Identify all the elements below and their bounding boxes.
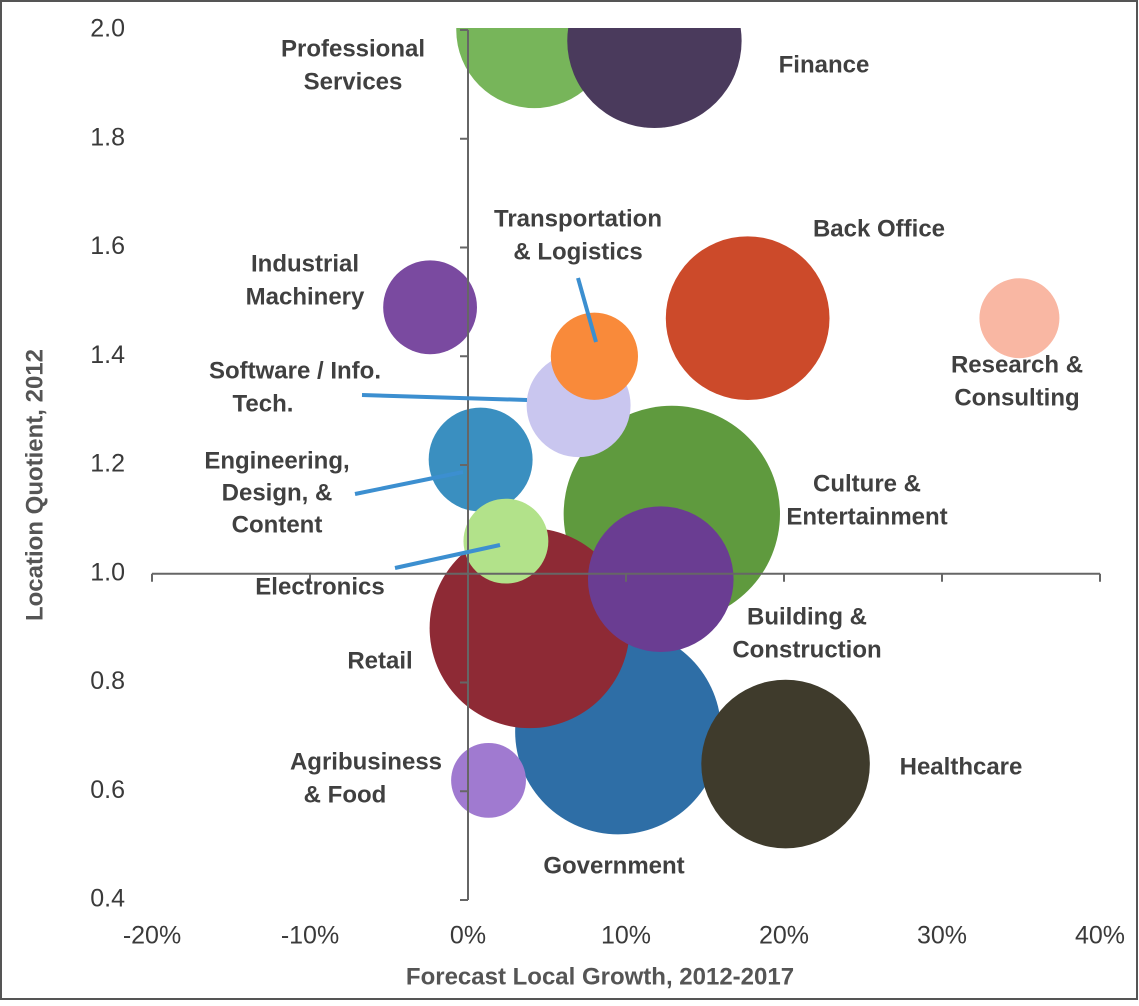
bubble [451,742,526,818]
bubble-label: Healthcare [900,753,1023,780]
y-tick-label: 1.8 [90,123,125,151]
x-tick-label: 0% [450,922,486,950]
bubble-label: Engineering, [204,447,349,474]
y-tick-label: 0.8 [90,667,125,695]
x-axis-title: Forecast Local Growth, 2012-2017 [406,963,794,990]
bubble-label: Services [304,68,403,95]
bubble [550,312,638,400]
bubbles [383,28,1060,849]
bubble-label: Tech. [233,390,294,417]
bubble-label: Back Office [813,215,945,242]
bubble-label: Finance [779,51,870,78]
x-tick-label: -20% [123,922,181,950]
y-tick-label: 1.2 [90,450,125,478]
bubble [428,407,533,512]
x-tick-label: 30% [917,922,967,950]
bubble [701,679,870,849]
bubble [665,236,830,401]
x-tick-label: 10% [601,922,651,950]
bubble-label: Electronics [255,573,384,600]
bubble-label: Government [543,852,684,879]
leader-line [576,277,598,343]
bubble [587,506,734,652]
leader-line [354,470,464,496]
y-tick-label: 2.0 [90,15,125,43]
y-axis-title: Location Quotient, 2012 [21,349,48,621]
y-tick-label: 1.6 [90,232,125,260]
bubble-label: Agribusiness [290,748,442,775]
y-tick-label: 0.6 [90,776,125,804]
bubble-label: Design, & [222,479,333,506]
bubble-label: Building & [747,603,867,630]
bubble-label: Content [232,511,323,538]
bubble [429,528,630,729]
bubble-label: Consulting [954,384,1079,411]
bubble [383,260,477,355]
bubble-label: Software / Info. [209,357,381,384]
x-tick-label: -10% [281,922,339,950]
y-tick-label: 1.4 [90,341,125,369]
bubble-label: Professional [281,35,425,62]
bubble [979,278,1060,359]
bubble-label: Retail [347,647,412,674]
bubble-label: Culture & [813,470,921,497]
bubble-label: Research & [951,351,1083,378]
x-tick-label: 40% [1075,922,1125,950]
bubble [463,498,549,584]
y-tick-label: 1.0 [90,558,125,586]
x-tick-label: 20% [759,922,809,950]
bubble-label: & Logistics [513,238,642,265]
bubble-label: Machinery [246,283,365,310]
bubble-label: Transportation [494,205,662,232]
bubble-label: Construction [732,636,881,663]
bubble [567,28,742,129]
leader-line [361,393,528,402]
bubble-label: Industrial [251,250,359,277]
bubble-label: Entertainment [786,503,947,530]
bubble-label: & Food [304,781,387,808]
y-tick-label: 0.4 [90,885,125,913]
leader-line [394,543,501,570]
overlay [354,277,598,570]
